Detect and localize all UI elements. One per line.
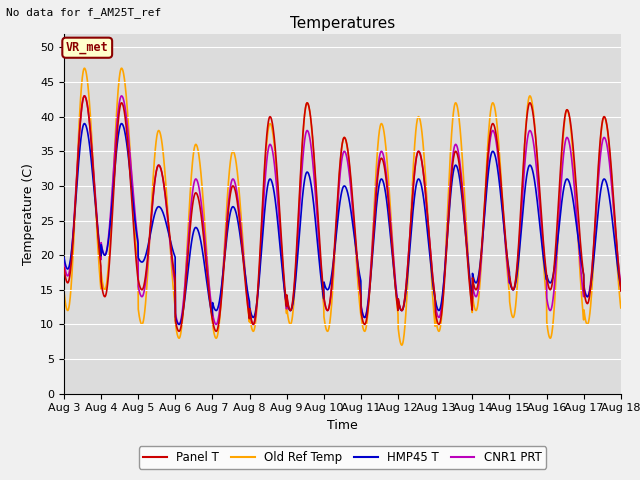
Legend: Panel T, Old Ref Temp, HMP45 T, CNR1 PRT: Panel T, Old Ref Temp, HMP45 T, CNR1 PRT (138, 446, 547, 469)
Title: Temperatures: Temperatures (290, 16, 395, 31)
X-axis label: Time: Time (327, 419, 358, 432)
Text: VR_met: VR_met (66, 41, 109, 54)
Y-axis label: Temperature (C): Temperature (C) (22, 163, 35, 264)
Text: No data for f_AM25T_ref: No data for f_AM25T_ref (6, 7, 162, 18)
